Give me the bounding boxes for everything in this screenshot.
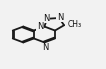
Text: N: N	[37, 22, 43, 31]
Text: N: N	[42, 43, 48, 52]
Text: N: N	[57, 13, 63, 22]
Text: CH₃: CH₃	[67, 20, 82, 29]
Text: N: N	[43, 14, 49, 23]
